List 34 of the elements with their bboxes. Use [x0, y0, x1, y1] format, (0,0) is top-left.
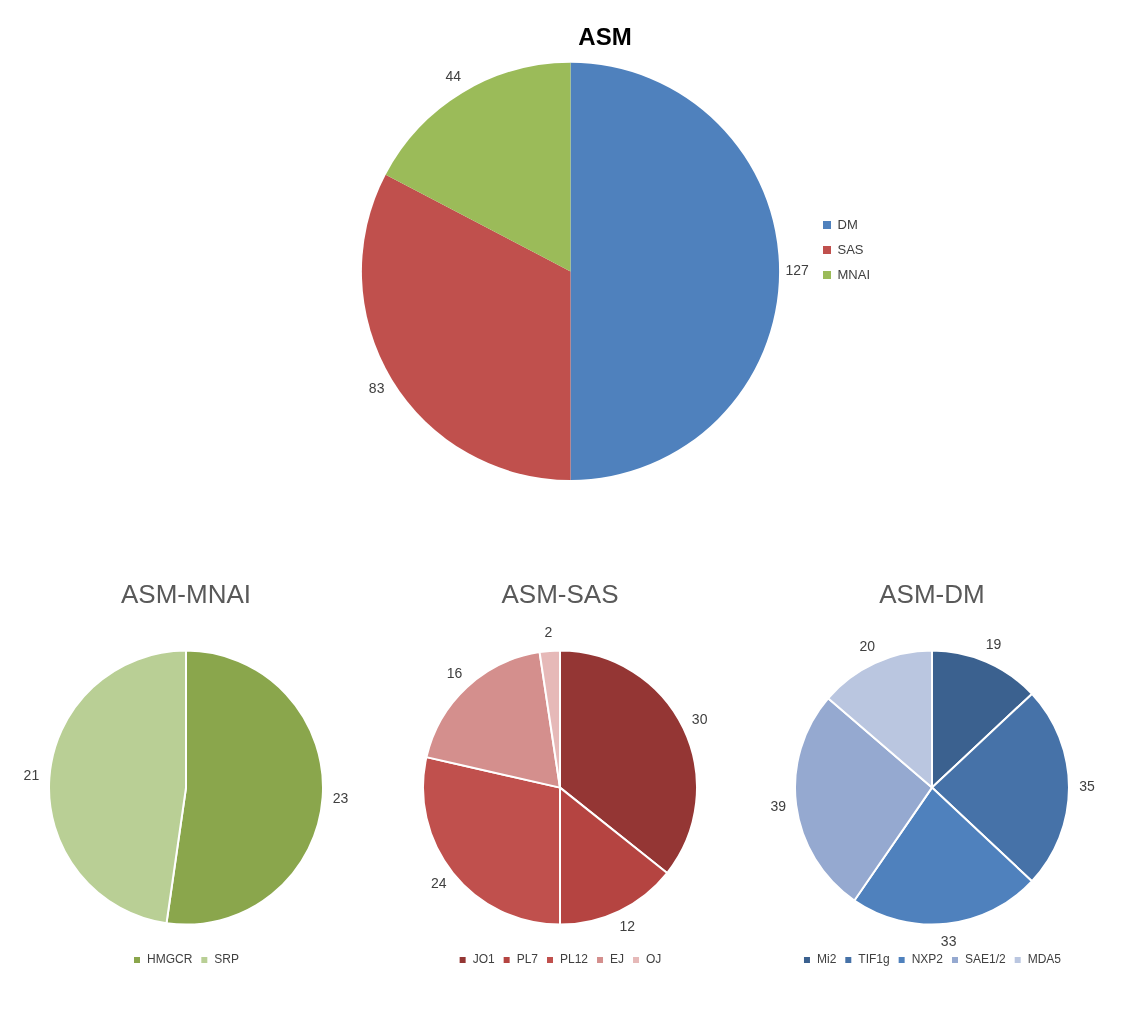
legend-label: PL7	[516, 952, 539, 967]
data-label: 20	[859, 637, 876, 654]
legend-label: TIF1g	[858, 952, 890, 967]
legend-label: PL12	[560, 952, 589, 967]
data-label: 23	[332, 789, 349, 806]
legend-label: NXP2	[911, 952, 944, 967]
data-label: 39	[770, 798, 787, 815]
chart-title: ASM-MNAI	[121, 578, 251, 609]
data-label: 30	[691, 711, 708, 728]
data-label: 16	[446, 664, 463, 681]
data-label: 127	[785, 262, 809, 279]
legend-label: HMGCR	[147, 952, 193, 967]
data-label: 21	[23, 767, 40, 784]
legend-label: SRP	[214, 952, 240, 967]
chart-title: ASM-SAS	[501, 578, 619, 609]
legend-label: OJ	[646, 952, 662, 967]
data-label: 2	[544, 623, 553, 640]
data-label: 35	[1079, 778, 1095, 795]
legend-label: JO1	[472, 952, 495, 967]
legend-label: EJ	[610, 952, 625, 967]
chart-title: ASM	[578, 23, 632, 51]
data-label: 83	[368, 379, 385, 396]
data-label: 33	[940, 932, 957, 949]
legend-label: SAS	[837, 241, 864, 257]
data-label: 12	[619, 918, 636, 935]
data-label: 19	[985, 636, 1002, 653]
legend-label: DM	[837, 216, 858, 232]
chart-title: ASM-DM	[879, 578, 985, 609]
data-label: 44	[445, 68, 462, 85]
legend-label: MDA5	[1027, 952, 1062, 967]
legend-label: SAE1/2	[965, 952, 1007, 967]
legend-label: MNAI	[837, 266, 870, 282]
legend-label: Mi2	[816, 952, 837, 967]
data-label: 24	[431, 875, 447, 892]
